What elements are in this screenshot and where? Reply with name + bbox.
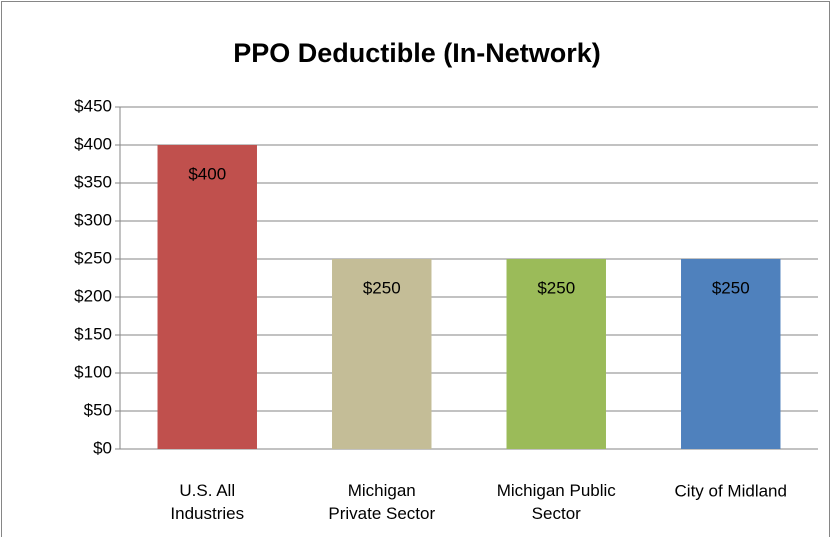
data-label: $250 bbox=[712, 278, 750, 297]
y-tick-label: $350 bbox=[74, 172, 112, 191]
y-tick-label: $400 bbox=[74, 134, 112, 153]
bar bbox=[681, 259, 781, 449]
data-label: $250 bbox=[537, 278, 575, 297]
bar bbox=[332, 259, 432, 449]
y-tick-label: $450 bbox=[74, 96, 112, 115]
x-tick-label: Michigan Private Sector bbox=[328, 481, 435, 523]
x-tick-label: City of Midland bbox=[675, 481, 787, 500]
data-label: $400 bbox=[188, 164, 226, 183]
y-tick-label: $200 bbox=[74, 286, 112, 305]
bar bbox=[506, 259, 606, 449]
y-tick-label: $300 bbox=[74, 210, 112, 229]
y-tick-label: $100 bbox=[74, 362, 112, 381]
y-tick-label: $250 bbox=[74, 248, 112, 267]
chart-title: PPO Deductible (In-Network) bbox=[233, 38, 601, 68]
x-tick-label: Michigan Public Sector bbox=[497, 481, 617, 523]
y-tick-label: $50 bbox=[84, 400, 112, 419]
y-tick-label: $150 bbox=[74, 324, 112, 343]
bar bbox=[157, 145, 257, 449]
x-tick-label: U.S. All Industries bbox=[170, 481, 244, 523]
data-label: $250 bbox=[363, 278, 401, 297]
y-tick-label: $0 bbox=[93, 438, 112, 457]
